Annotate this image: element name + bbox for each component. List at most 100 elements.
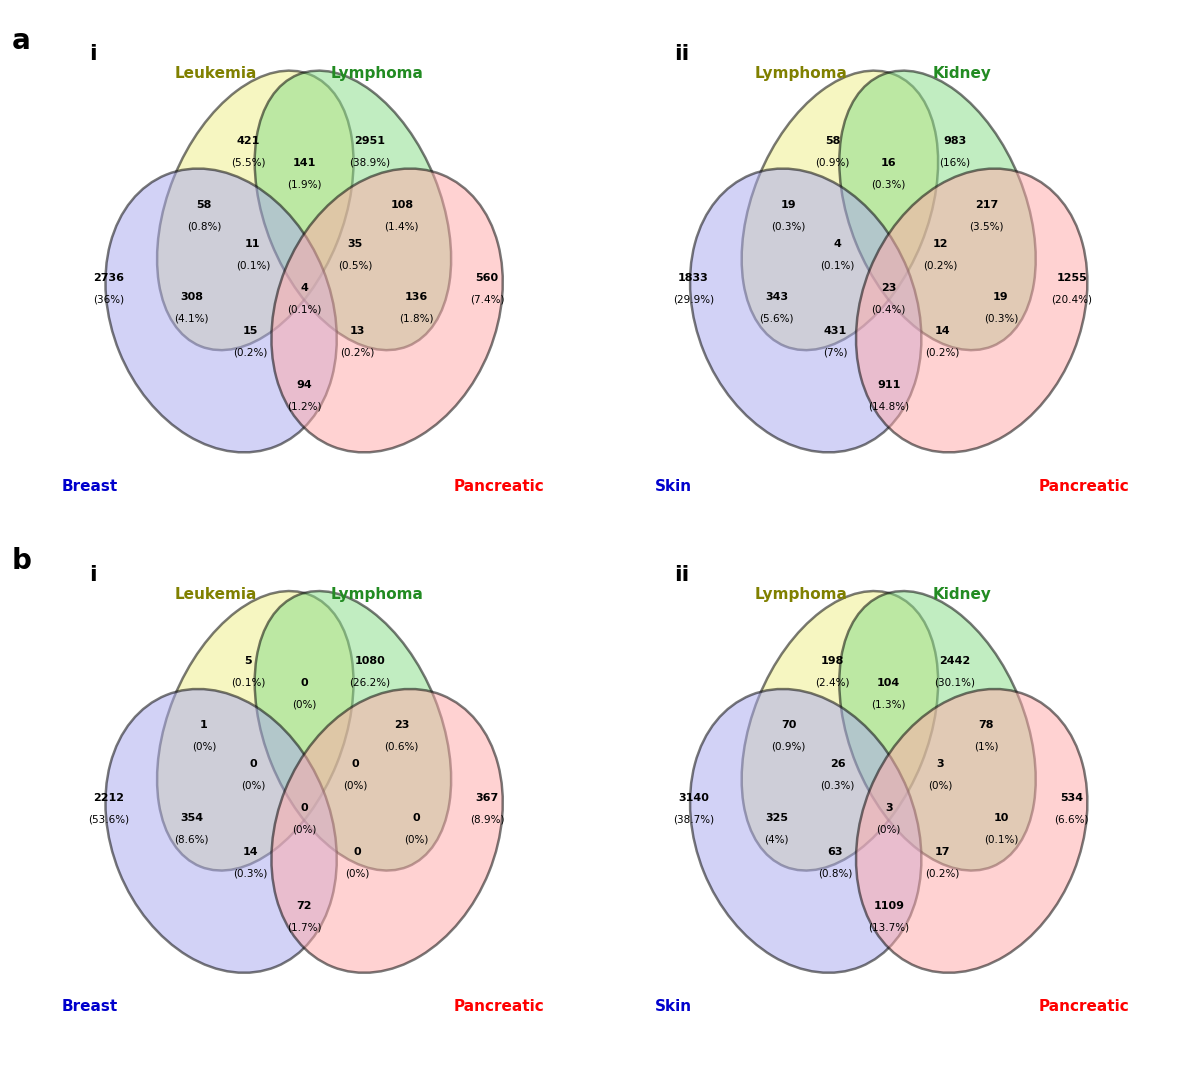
Text: 63: 63 — [827, 847, 843, 857]
Ellipse shape — [255, 591, 451, 870]
Ellipse shape — [840, 71, 1036, 350]
Text: 35: 35 — [347, 238, 363, 249]
Text: (0%): (0%) — [928, 780, 952, 791]
Text: 0: 0 — [412, 812, 420, 823]
Text: 3: 3 — [885, 803, 893, 813]
Text: (29.9%): (29.9%) — [673, 294, 715, 305]
Text: 136: 136 — [405, 292, 428, 303]
Text: 0: 0 — [249, 759, 256, 769]
Text: 0: 0 — [300, 678, 308, 689]
Text: 19: 19 — [993, 292, 1009, 303]
Text: Pancreatic: Pancreatic — [1038, 479, 1129, 494]
Text: i: i — [90, 44, 97, 64]
Text: Lymphoma: Lymphoma — [755, 587, 847, 602]
Text: 14: 14 — [934, 326, 951, 337]
Text: (13.7%): (13.7%) — [868, 922, 909, 932]
Text: (6.6%): (6.6%) — [1055, 814, 1089, 825]
Ellipse shape — [856, 168, 1088, 453]
Text: (36%): (36%) — [93, 294, 124, 305]
Text: b: b — [12, 547, 32, 575]
Text: (0%): (0%) — [876, 824, 901, 835]
Text: (0.2%): (0.2%) — [925, 348, 960, 358]
Text: (38.9%): (38.9%) — [350, 158, 391, 167]
Text: 94: 94 — [296, 380, 312, 391]
Text: 1833: 1833 — [678, 273, 709, 283]
Text: (0%): (0%) — [191, 741, 216, 751]
Text: ii: ii — [674, 44, 690, 64]
Text: (1.3%): (1.3%) — [872, 700, 906, 710]
Text: 354: 354 — [181, 812, 203, 823]
Text: Pancreatic: Pancreatic — [1038, 999, 1129, 1014]
Text: 198: 198 — [821, 657, 844, 666]
Text: 2442: 2442 — [939, 657, 971, 666]
Text: (0.1%): (0.1%) — [984, 834, 1018, 844]
Text: 78: 78 — [979, 720, 994, 730]
Ellipse shape — [840, 591, 1036, 870]
Text: Lymphoma: Lymphoma — [331, 67, 424, 82]
Text: (16%): (16%) — [939, 158, 970, 167]
Text: (1%): (1%) — [974, 741, 999, 751]
Text: 12: 12 — [932, 238, 947, 249]
Text: 2951: 2951 — [354, 136, 385, 146]
Text: Breast: Breast — [61, 999, 117, 1014]
Text: 58: 58 — [196, 200, 211, 209]
Text: 0: 0 — [354, 847, 361, 857]
Text: 17: 17 — [934, 847, 951, 857]
Text: 23: 23 — [881, 282, 896, 293]
Text: 11: 11 — [246, 238, 261, 249]
Text: 26: 26 — [829, 759, 846, 769]
Text: 343: 343 — [765, 292, 788, 303]
Text: 2736: 2736 — [93, 273, 124, 283]
Text: (0.3%): (0.3%) — [771, 221, 805, 231]
Text: (1.9%): (1.9%) — [287, 179, 321, 190]
Text: Kidney: Kidney — [933, 67, 991, 82]
Text: (0.1%): (0.1%) — [230, 678, 266, 688]
Text: Skin: Skin — [655, 999, 692, 1014]
Text: (0%): (0%) — [346, 868, 370, 879]
Text: (1.8%): (1.8%) — [399, 313, 433, 324]
Text: (0.2%): (0.2%) — [922, 260, 957, 270]
Text: (1.4%): (1.4%) — [385, 221, 419, 231]
Text: (0.2%): (0.2%) — [340, 348, 376, 358]
Text: 10: 10 — [993, 812, 1009, 823]
Text: 1080: 1080 — [354, 657, 385, 666]
Text: 983: 983 — [942, 136, 966, 146]
Text: (0.6%): (0.6%) — [385, 741, 419, 751]
Text: (0.2%): (0.2%) — [925, 868, 960, 879]
Ellipse shape — [856, 689, 1088, 973]
Text: Kidney: Kidney — [933, 587, 991, 602]
Text: 1109: 1109 — [873, 900, 905, 911]
Text: (0%): (0%) — [292, 824, 317, 835]
Text: 108: 108 — [390, 200, 413, 209]
Text: ii: ii — [674, 564, 690, 585]
Text: 3140: 3140 — [678, 793, 709, 804]
Text: (2.4%): (2.4%) — [815, 678, 850, 688]
Text: (20.4%): (20.4%) — [1051, 294, 1092, 305]
Ellipse shape — [272, 689, 503, 973]
Text: 308: 308 — [181, 292, 203, 303]
Text: Lymphoma: Lymphoma — [755, 67, 847, 82]
Text: 4: 4 — [300, 282, 308, 293]
Ellipse shape — [255, 71, 451, 350]
Text: 16: 16 — [881, 158, 896, 168]
Text: 217: 217 — [974, 200, 998, 209]
Text: (0.9%): (0.9%) — [771, 741, 805, 751]
Text: Skin: Skin — [655, 479, 692, 494]
Text: 3: 3 — [937, 759, 944, 769]
Text: Leukemia: Leukemia — [175, 587, 257, 602]
Text: 0: 0 — [352, 759, 359, 769]
Text: (0.1%): (0.1%) — [236, 260, 270, 270]
Text: (0.9%): (0.9%) — [815, 158, 850, 167]
Text: 1255: 1255 — [1057, 273, 1088, 283]
Ellipse shape — [742, 71, 938, 350]
Text: 2212: 2212 — [93, 793, 124, 804]
Text: 5: 5 — [244, 657, 252, 666]
Text: 534: 534 — [1061, 793, 1083, 804]
Text: (0.3%): (0.3%) — [821, 780, 855, 791]
Text: 104: 104 — [877, 678, 900, 689]
Text: 325: 325 — [765, 812, 788, 823]
Text: Leukemia: Leukemia — [175, 67, 257, 82]
Text: (8.6%): (8.6%) — [175, 834, 209, 844]
Ellipse shape — [690, 168, 921, 453]
Text: (0.3%): (0.3%) — [984, 313, 1018, 324]
